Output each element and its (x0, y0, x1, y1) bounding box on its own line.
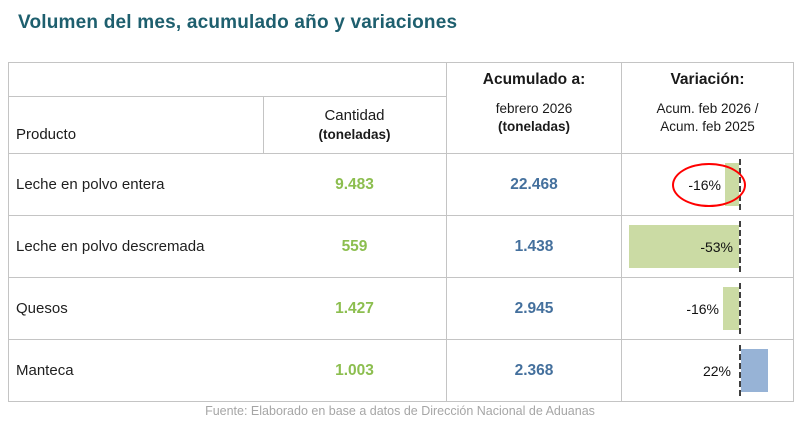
acumulado-value: 22.468 (446, 154, 621, 215)
table-header: Producto Cantidad (toneladas) Acumulado … (9, 63, 793, 153)
variacion-value: 22% (702, 362, 731, 379)
header-divider-vertical (263, 96, 264, 153)
variacion-value: -16% (686, 300, 719, 317)
header-divider-horizontal (9, 96, 446, 97)
cantidad-value: 9.483 (335, 175, 374, 193)
acumulado-value: 2.368 (446, 340, 621, 401)
table-row: Manteca 1.003 2.368 22% (9, 339, 793, 401)
table-row: Leche en polvo entera 9.483 22.468 -16% (9, 153, 793, 215)
variation-databar (741, 349, 768, 392)
variation-databar (629, 225, 739, 268)
product-name: Manteca (16, 362, 74, 379)
acumulado-value: 1.438 (446, 216, 621, 277)
databar-axis-line (739, 221, 741, 272)
header-cantidad-unit: (toneladas) (318, 127, 391, 142)
header-variacion-line2: Acum. feb 2025 (660, 119, 755, 134)
acumulado-value: 2.945 (446, 278, 621, 339)
header-acumulado-period: febrero 2026 (495, 101, 573, 116)
variacion-cell: -16% (621, 154, 793, 215)
table-row: Leche en polvo descremada 559 1.438 -53% (9, 215, 793, 277)
header-producto: Producto (9, 63, 263, 153)
table-row: Quesos 1.427 2.945 -16% (9, 277, 793, 339)
volume-table: Producto Cantidad (toneladas) Acumulado … (8, 62, 794, 402)
cantidad-value: 1.003 (335, 361, 374, 379)
cantidad-value: 559 (341, 237, 368, 255)
product-name: Leche en polvo descremada (16, 238, 205, 255)
red-circle-annotation (672, 163, 746, 207)
header-variacion: Variación: Acum. feb 2026 / Acum. feb 20… (621, 63, 793, 153)
variacion-cell: -16% (621, 278, 793, 339)
databar-axis-line (739, 283, 741, 334)
variation-databar (723, 287, 739, 330)
header-cantidad: Cantidad (toneladas) (263, 63, 446, 153)
header-acumulado-title: Acumulado a: (482, 71, 586, 88)
variacion-cell: -53% (621, 216, 793, 277)
databar-axis-line (739, 345, 741, 396)
variacion-value: -53% (700, 238, 733, 255)
cantidad-value: 1.427 (335, 299, 374, 317)
header-cantidad-label: Cantidad (324, 107, 385, 124)
header-variacion-line1: Acum. feb 2026 / (656, 101, 759, 116)
header-acumulado-unit: (toneladas) (497, 119, 570, 134)
header-producto-label: Producto (16, 126, 77, 143)
variacion-cell: 22% (621, 340, 793, 401)
source-note: Fuente: Elaborado en base a datos de Dir… (205, 404, 595, 418)
header-variacion-title: Variación: (670, 71, 745, 88)
page-title: Volumen del mes, acumulado año y variaci… (18, 12, 458, 33)
header-acumulado: Acumulado a: febrero 2026 (toneladas) (446, 63, 621, 153)
product-name: Quesos (16, 300, 68, 317)
product-name: Leche en polvo entera (16, 176, 165, 193)
